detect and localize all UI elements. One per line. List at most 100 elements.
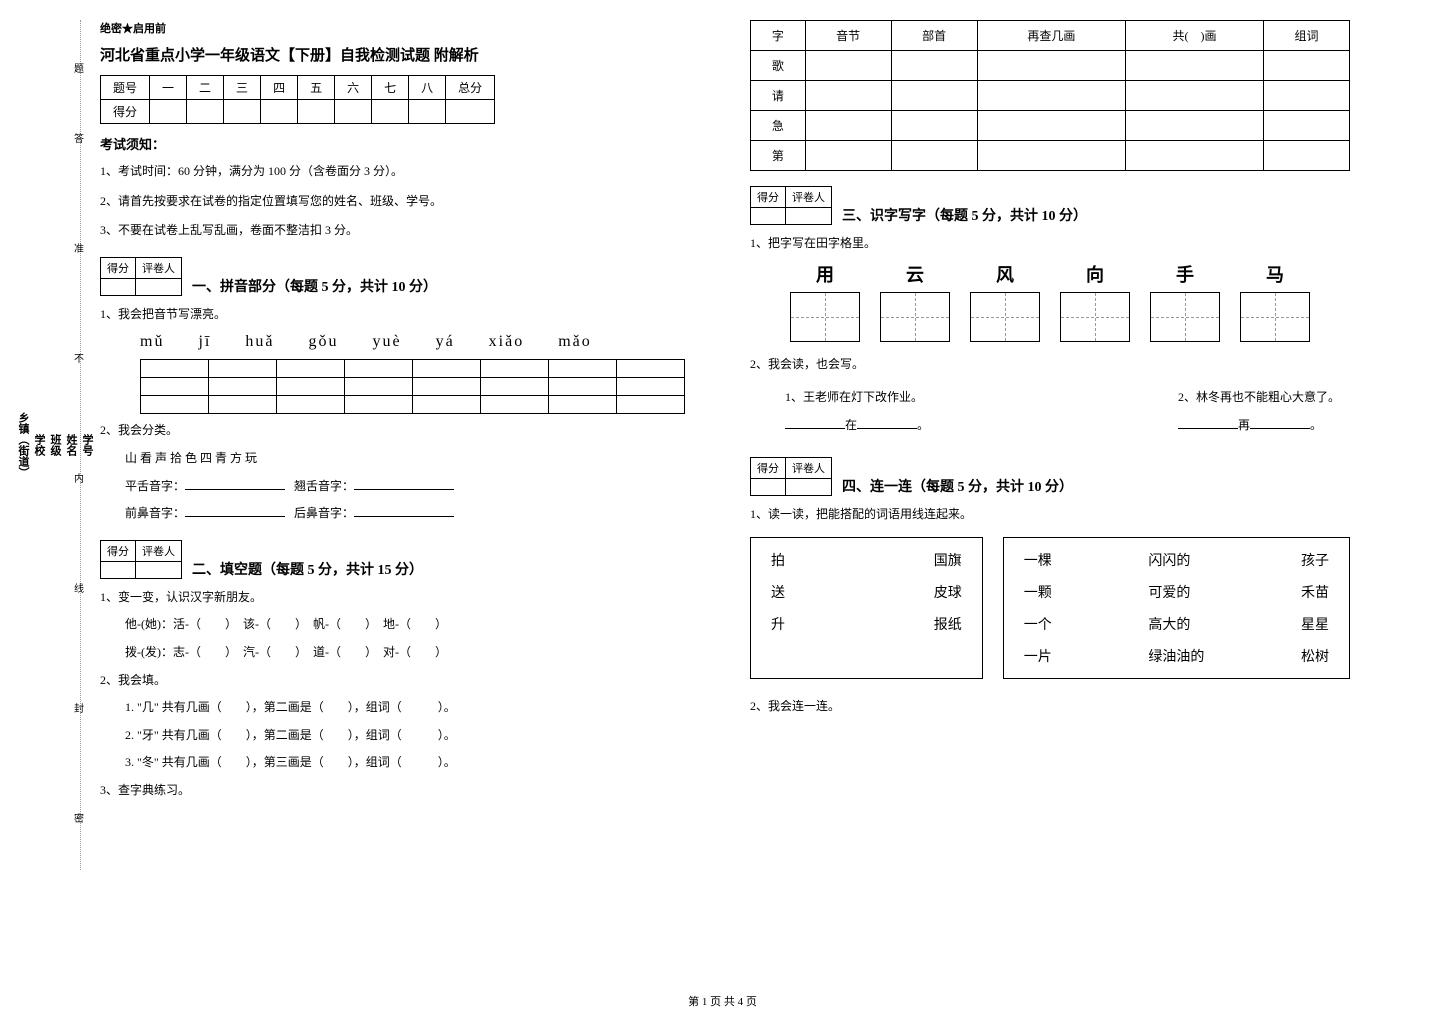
binding-margin: 学号 姓名 班级 学校 乡镇（街道） (55, 20, 95, 870)
q3-2-l1: 1、王老师在灯下改作业。 (760, 387, 929, 409)
score-box: 得分评卷人 (750, 186, 832, 225)
section-2-title: 二、填空题（每题 5 分，共计 15 分） (192, 559, 423, 579)
q3-2: 2、我会读，也会写。 (750, 354, 1350, 376)
dotlbl: 答 (74, 130, 84, 145)
char: 云 (906, 261, 924, 287)
score-box: 得分评卷人 (750, 457, 832, 496)
q2-2-l1: 1. "几" 共有几画（ ），第二画是（ ），组词（ ）。 (100, 697, 700, 719)
q2-1: 1、变一变，认识汉字新朋友。 (100, 587, 700, 609)
q1-2-line2: 前鼻音字： 后鼻音字： (100, 503, 700, 525)
left-column: 绝密★启用前 河北省重点小学一年级语文【下册】自我检测试题 附解析 题号 一 二… (100, 20, 725, 808)
section-3-header: 得分评卷人 三、识字写字（每题 5 分，共计 10 分） (750, 186, 1350, 225)
section-4-title: 四、连一连（每题 5 分，共计 10 分） (842, 476, 1073, 496)
dotlbl: 内 (74, 470, 84, 485)
py: huǎ (245, 333, 274, 350)
lbl: 在 (845, 418, 857, 432)
dh: 组词 (1264, 21, 1350, 51)
mc: 闪闪的 可爱的 高大的 绿油油的 (1148, 550, 1204, 666)
dotlbl: 准 (74, 240, 84, 255)
q3-2-b1: 在。 (760, 415, 929, 437)
th: 七 (372, 76, 409, 100)
tian-grid (1060, 292, 1130, 342)
py: xiǎo (489, 333, 525, 350)
secret-label: 绝密★启用前 (100, 20, 700, 36)
mi: 送 (771, 582, 785, 602)
vfield: 姓名 (63, 426, 79, 464)
tian-grid (1240, 292, 1310, 342)
mc: 一棵 一颗 一个 一片 (1024, 550, 1052, 666)
py: mǔ (140, 333, 164, 350)
score-box: 得分评卷人 (100, 540, 182, 579)
q4-1: 1、读一读，把能搭配的词语用线连起来。 (750, 504, 1350, 526)
pinyin-row: mǔ jī huǎ gǒu yuè yá xiǎo mǎo (100, 333, 700, 351)
section-1-title: 一、拼音部分（每题 5 分，共计 10 分） (192, 276, 437, 296)
page-footer: 第 1 页 共 4 页 (0, 993, 1445, 1009)
vfield: 乡镇（街道） (15, 404, 31, 486)
mi: 可爱的 (1148, 582, 1204, 602)
td: 得分 (101, 100, 150, 124)
py: gǒu (308, 333, 338, 350)
char: 风 (996, 261, 1014, 287)
dr: 第 (751, 141, 806, 171)
mi: 拍 (771, 550, 785, 570)
page: 绝密★启用前 河北省重点小学一年级语文【下册】自我检测试题 附解析 题号 一 二… (100, 20, 1410, 808)
notice-header: 考试须知： (100, 134, 700, 153)
mi: 星星 (1301, 614, 1329, 634)
mc: 孩子 禾苗 星星 松树 (1301, 550, 1329, 666)
q3-2-l2: 2、林冬再也不能粗心大意了。 (1153, 387, 1340, 409)
mc: 国旗 皮球 报纸 (934, 550, 962, 666)
mi: 一片 (1024, 646, 1052, 666)
lbl: 再 (1238, 418, 1250, 432)
q3-2-b2: 再。 (1153, 415, 1340, 437)
th: 六 (335, 76, 372, 100)
mi: 高大的 (1148, 614, 1204, 634)
lbl: 后鼻音字： (294, 506, 354, 520)
char: 向 (1086, 261, 1104, 287)
q2-2-l2: 2. "牙" 共有几画（ ），第二画是（ ），组词（ ）。 (100, 725, 700, 747)
mi: 一个 (1024, 614, 1052, 634)
py: mǎo (558, 333, 592, 350)
sb2: 评卷人 (136, 540, 182, 561)
dh: 再查几画 (977, 21, 1125, 51)
vfield: 班级 (47, 426, 63, 464)
th: 二 (187, 76, 224, 100)
q2-1-l2: 拨-(发)：志-（ ） 汽-（ ） 道-（ ） 对-（ ） (100, 642, 700, 664)
section-1-header: 得分评卷人 一、拼音部分（每题 5 分，共计 10 分） (100, 257, 700, 296)
q2-2: 2、我会填。 (100, 670, 700, 692)
mi: 松树 (1301, 646, 1329, 666)
dh: 共( )画 (1126, 21, 1264, 51)
py: yá (436, 333, 455, 350)
match-right: 一棵 一颗 一个 一片 闪闪的 可爱的 高大的 绿油油的 孩子 禾苗 星星 松树 (1003, 537, 1350, 679)
seal-line (80, 20, 81, 870)
q1-2: 2、我会分类。 (100, 420, 700, 442)
th: 四 (261, 76, 298, 100)
mc: 拍 送 升 (771, 550, 785, 666)
notice: 1、考试时间：60 分钟，满分为 100 分（含卷面分 3 分）。 (100, 161, 700, 183)
paper-title: 河北省重点小学一年级语文【下册】自我检测试题 附解析 (100, 44, 700, 65)
q4-2: 2、我会连一连。 (750, 696, 1350, 718)
py: jī (198, 333, 211, 350)
tian-grid (880, 292, 950, 342)
mi: 国旗 (934, 550, 962, 570)
char: 用 (816, 261, 834, 287)
mi: 闪闪的 (1148, 550, 1204, 570)
q2-2-l3: 3. "冬" 共有几画（ ），第三画是（ ），组词（ ）。 (100, 752, 700, 774)
section-3-title: 三、识字写字（每题 5 分，共计 10 分） (842, 205, 1087, 225)
tian-grid (1150, 292, 1220, 342)
char: 马 (1266, 261, 1284, 287)
sb1: 得分 (101, 540, 136, 561)
mi: 皮球 (934, 582, 962, 602)
char-row: 用 云 风 向 手 马 (750, 261, 1350, 287)
q3-2-lines: 1、王老师在灯下改作业。 在。 2、林冬再也不能粗心大意了。 再。 (750, 381, 1350, 442)
lbl: 平舌音字： (125, 479, 185, 493)
q1-2-chars: 山 看 声 拾 色 四 青 方 玩 (100, 448, 700, 470)
q1-2-line1: 平舌音字： 翘舌音字： (100, 476, 700, 498)
dotlbl: 封 (74, 700, 84, 715)
sb2: 评卷人 (786, 187, 832, 208)
mi: 绿油油的 (1148, 646, 1204, 666)
dotlbl: 密 (74, 810, 84, 825)
score-table: 题号 一 二 三 四 五 六 七 八 总分 得分 (100, 75, 495, 124)
mi: 一棵 (1024, 550, 1052, 570)
mi: 孩子 (1301, 550, 1329, 570)
notice: 2、请首先按要求在试卷的指定位置填写您的姓名、班级、学号。 (100, 191, 700, 213)
